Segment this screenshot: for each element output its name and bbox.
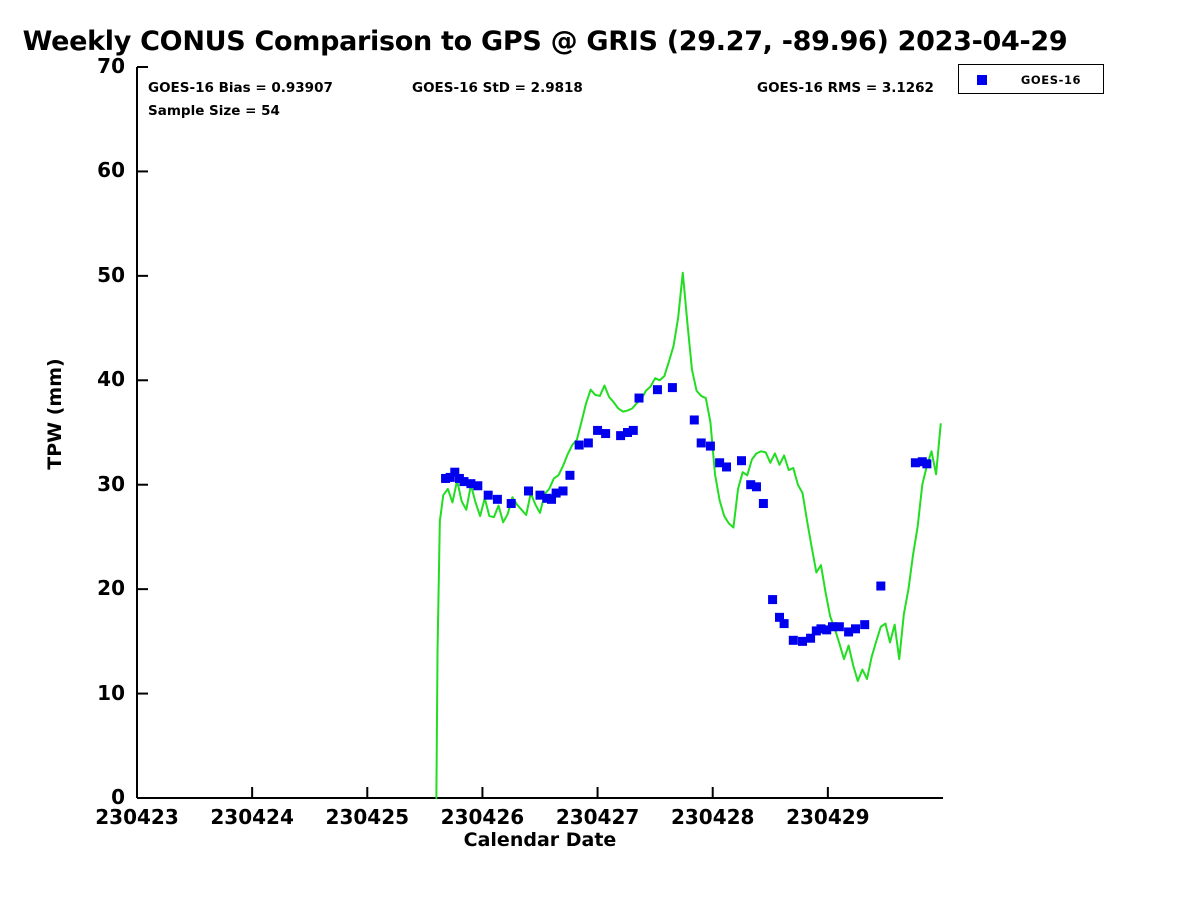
axis-spines (136, 67, 943, 799)
y-tick-label: 70 (97, 54, 125, 78)
stat-bias: GOES-16 Bias = 0.93907 (148, 80, 333, 96)
y-axis-ticks (137, 66, 148, 799)
data-point (910, 458, 920, 468)
y-tick-label: 60 (97, 158, 125, 183)
data-point (623, 428, 633, 437)
series-points-goes16 (441, 383, 932, 646)
data-point (806, 633, 816, 643)
data-point (450, 467, 460, 477)
stat-std: GOES-16 StD = 2.9818 (412, 80, 583, 96)
data-point (788, 635, 798, 645)
data-point (506, 499, 516, 509)
data-point (628, 425, 638, 435)
y-tick-label: 0 (111, 785, 125, 809)
data-point (542, 493, 552, 503)
y-tick-label: 30 (97, 471, 125, 496)
data-point (616, 431, 626, 441)
data-point (583, 438, 593, 448)
y-tick-label: 40 (97, 367, 125, 392)
x-tick-label: 230427 (555, 805, 640, 829)
data-point (737, 456, 746, 466)
data-point (652, 385, 662, 395)
x-tick-label: 230423 (95, 805, 179, 829)
y-tick-label: 20 (97, 576, 125, 601)
data-point (775, 612, 784, 622)
data-point (454, 473, 464, 483)
legend: GOES-16 (958, 64, 1104, 94)
x-tick-label: 230425 (325, 805, 410, 829)
data-point (547, 494, 557, 504)
data-point (827, 622, 837, 632)
data-point (705, 441, 715, 451)
legend-label-goes16: GOES-16 (1020, 73, 1082, 87)
x-axis-ticks (136, 787, 829, 798)
data-point (917, 457, 927, 467)
data-point (551, 488, 561, 498)
data-point (876, 581, 886, 591)
data-point (768, 595, 778, 605)
data-point (722, 462, 732, 472)
data-point (565, 470, 575, 480)
data-point (834, 622, 844, 632)
data-point (523, 486, 533, 496)
data-point (811, 626, 821, 636)
data-point (860, 620, 870, 630)
data-point (746, 480, 756, 490)
data-point (822, 625, 832, 635)
data-point (445, 472, 455, 482)
page-title: Weekly CONUS Comparison to GPS @ GRIS (2… (22, 26, 1068, 57)
x-tick-label: 230428 (670, 805, 755, 829)
data-point (558, 486, 568, 496)
data-point (459, 477, 469, 487)
data-point (758, 499, 768, 509)
data-point (696, 438, 706, 448)
data-point (634, 393, 644, 403)
data-point (751, 482, 761, 492)
data-point (844, 627, 854, 637)
data-point (922, 459, 932, 469)
data-point (473, 481, 483, 491)
data-point (689, 415, 699, 425)
data-point (816, 624, 826, 634)
data-point (715, 458, 725, 468)
data-point (601, 429, 611, 439)
data-point (593, 425, 603, 435)
y-tick-label: 50 (97, 262, 125, 287)
x-tick-label: 230426 (440, 805, 525, 829)
data-point (850, 624, 860, 634)
y-tick-label: 10 (97, 680, 125, 705)
data-point (492, 494, 502, 504)
x-tick-label: 230429 (786, 805, 870, 829)
data-point (667, 383, 677, 393)
data-point (483, 490, 493, 500)
data-point (441, 473, 451, 483)
data-point (535, 490, 545, 500)
stat-sample-size: Sample Size = 54 (148, 103, 280, 119)
series-line-gps (435, 271, 942, 799)
x-tick-label: 230424 (210, 805, 294, 829)
x-axis-label: Calendar Date (463, 829, 617, 851)
legend-marker-goes16-icon (977, 75, 987, 85)
stat-rms: GOES-16 RMS = 3.1262 (757, 80, 934, 96)
data-point (798, 636, 808, 646)
data-point (574, 440, 584, 450)
data-point (466, 479, 476, 489)
data-point (779, 619, 789, 629)
y-axis-label: TPW (mm) (44, 358, 66, 470)
